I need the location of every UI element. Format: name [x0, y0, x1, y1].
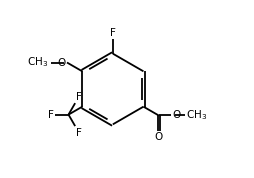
Text: O: O: [155, 132, 163, 142]
Text: CH$_3$: CH$_3$: [27, 56, 49, 69]
Text: O: O: [172, 111, 180, 121]
Text: CH$_3$: CH$_3$: [186, 109, 207, 122]
Text: F: F: [110, 28, 116, 38]
Text: F: F: [76, 128, 82, 138]
Text: F: F: [76, 92, 82, 102]
Text: O: O: [58, 57, 66, 67]
Text: F: F: [48, 110, 54, 120]
